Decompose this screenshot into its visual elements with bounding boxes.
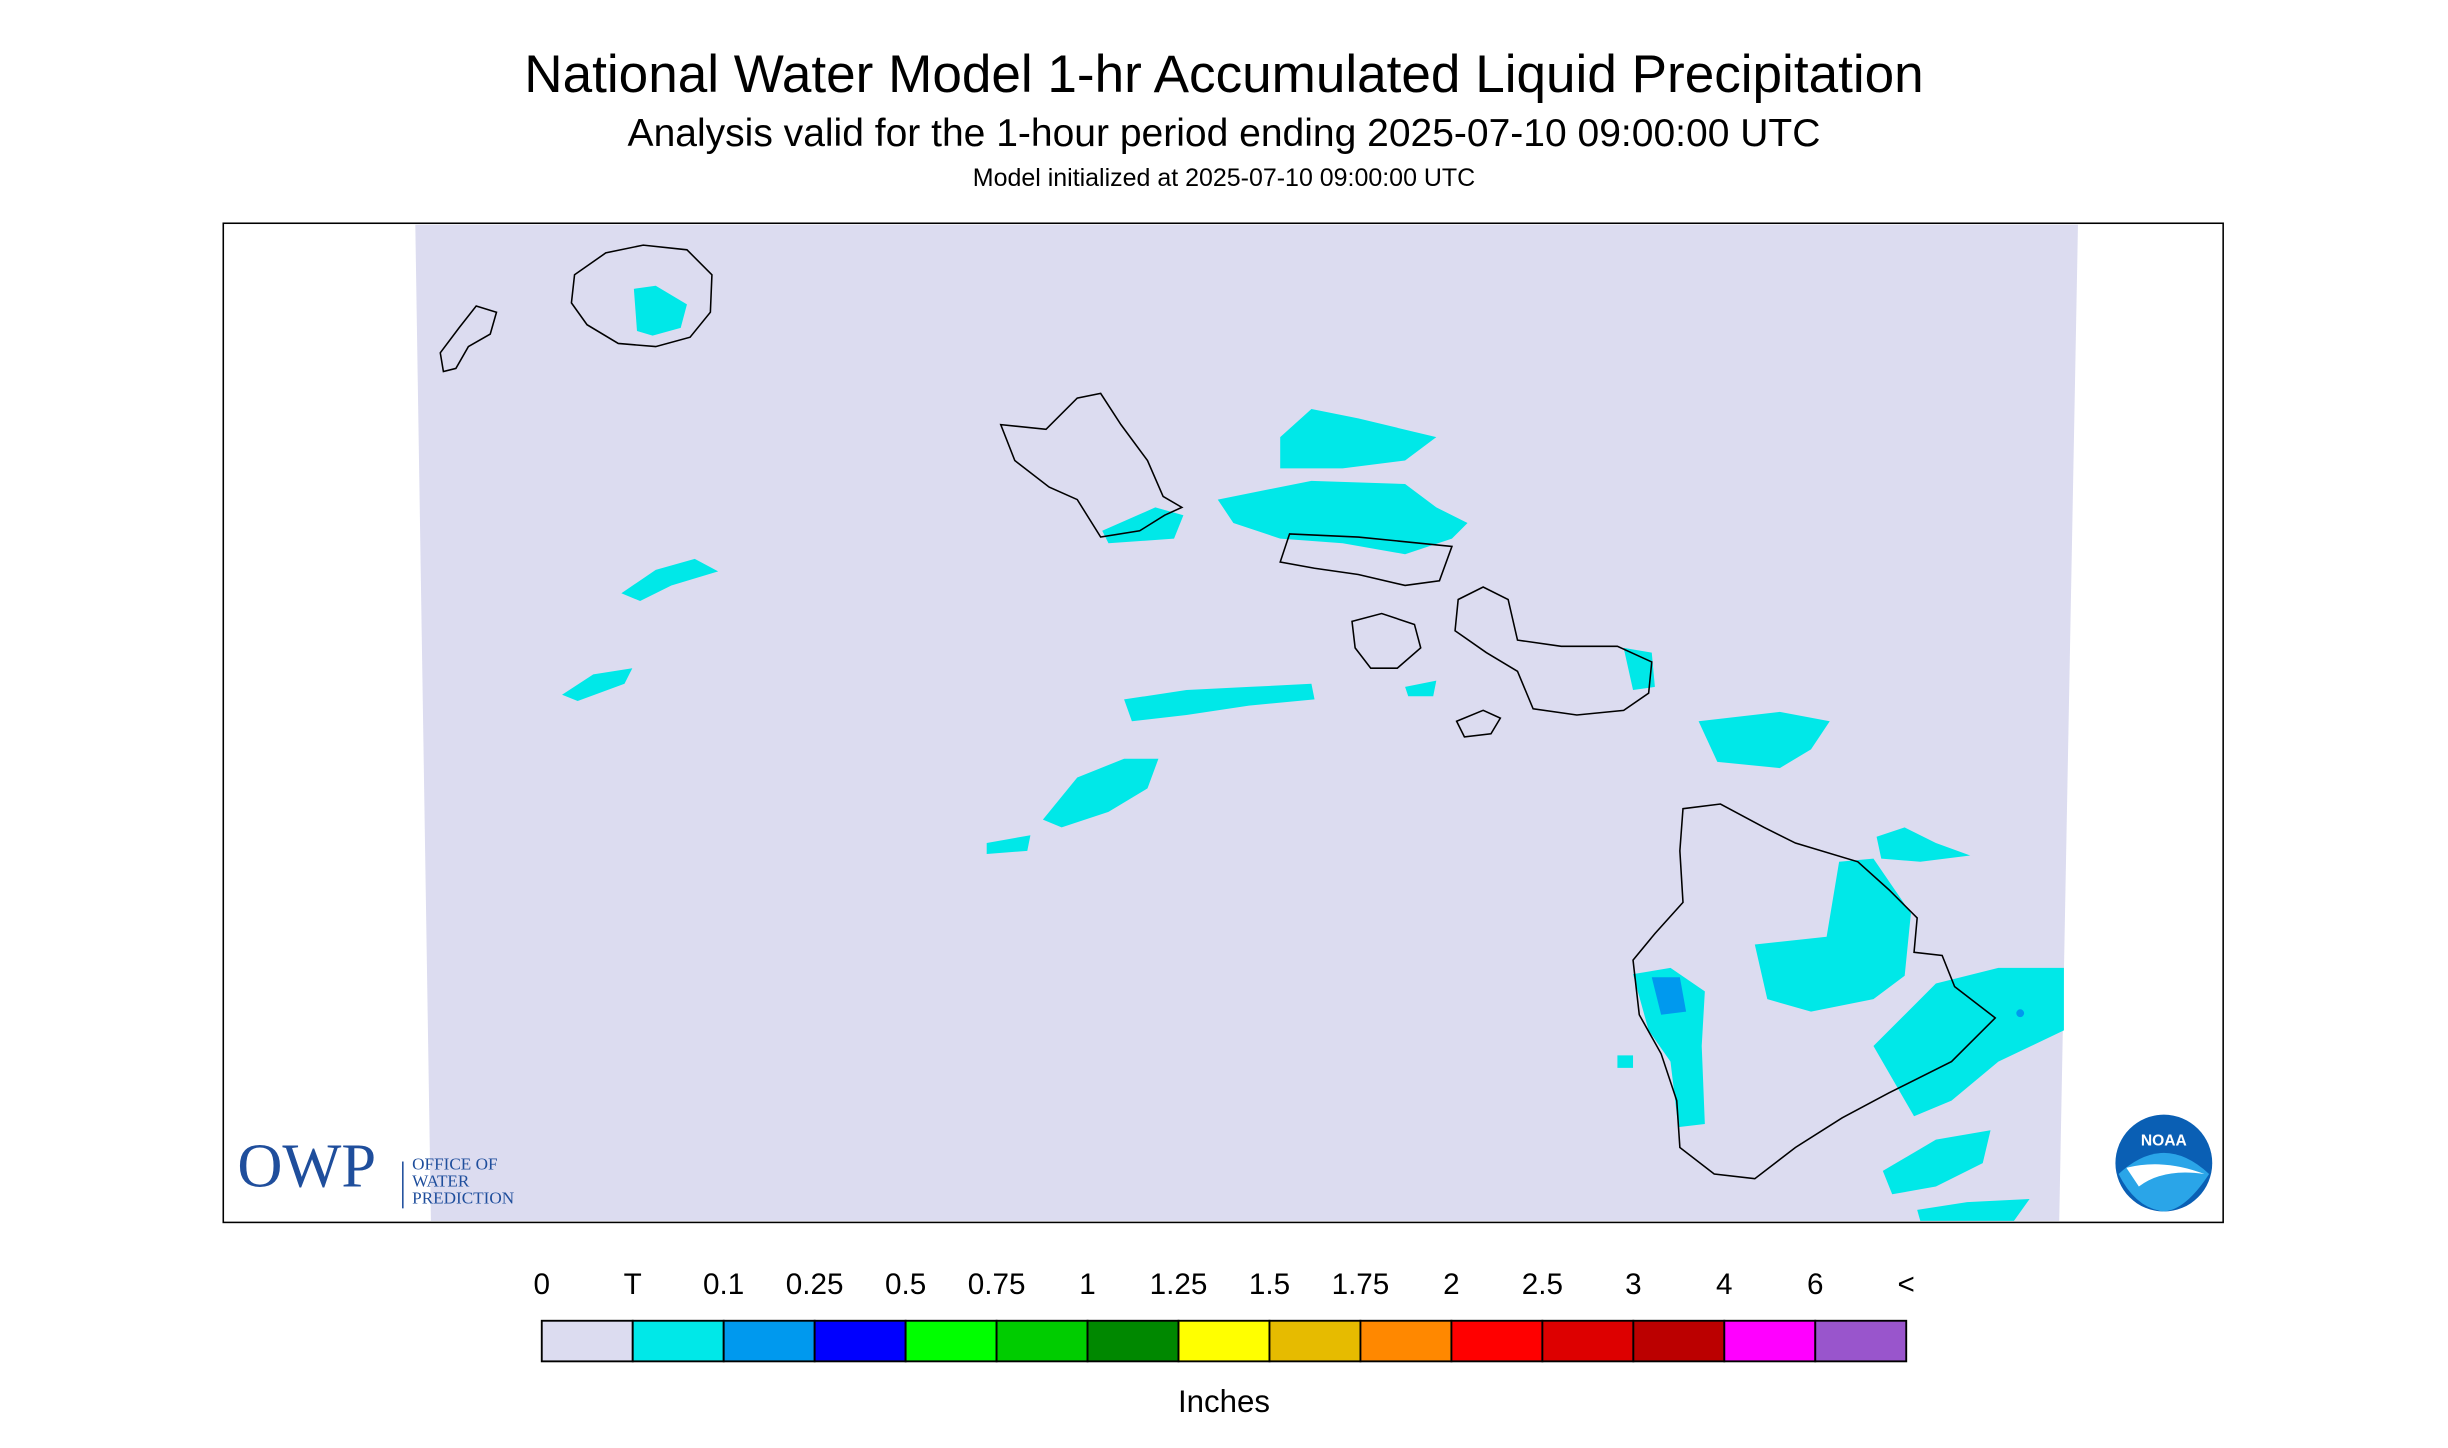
legend-swatch (1450, 1319, 1544, 1363)
precip-trace (1042, 758, 1159, 828)
precip-trace (633, 285, 687, 336)
legend-label: 1.5 (1249, 1268, 1290, 1301)
legend-label: 0.75 (968, 1268, 1026, 1301)
legend-unit: Inches (1178, 1384, 1270, 1419)
precip-trace (1882, 1130, 1991, 1195)
legend: 0 T 0.1 0.25 0.5 0.75 1 1.25 1.5 1.75 2 2.5 3 4 6 < Inch… (534, 1268, 1915, 1419)
legend-swatch (540, 1319, 634, 1363)
precip-trace (1917, 1198, 2030, 1221)
noaa-logo: NOAA (2115, 1114, 2213, 1212)
precip-trace (1405, 680, 1437, 697)
legend-swatch (1632, 1319, 1726, 1363)
maui (1454, 586, 1653, 716)
precip-trace (1280, 409, 1437, 469)
title: National Water Model 1-hr Accumulated Li… (524, 45, 1923, 104)
legend-label: 1.75 (1332, 1268, 1390, 1301)
legend-label: 6 (1807, 1268, 1824, 1301)
oahu (999, 392, 1184, 538)
legend-swatch (1177, 1319, 1271, 1363)
owp-line: WATER (412, 1172, 470, 1191)
init-time: Model initialized at 2025-07-10 09:00:00… (973, 164, 1475, 192)
legend-label: 2 (1443, 1268, 1460, 1301)
legend-label: 0.5 (885, 1268, 926, 1301)
noaa-gull (2126, 1164, 2205, 1187)
precip-0-1 (2016, 1009, 2025, 1018)
precip-trace (1124, 683, 1315, 722)
precip-trace (1217, 480, 1468, 555)
precip-0-1 (1651, 977, 1687, 1015)
molokai (1279, 533, 1454, 587)
owp-line: PREDICTION (412, 1189, 514, 1208)
legend-swatch (813, 1319, 907, 1363)
big-island (1632, 803, 1997, 1180)
legend-label: 0 (534, 1268, 551, 1301)
legend-label: 3 (1625, 1268, 1642, 1301)
legend-swatch (631, 1319, 725, 1363)
legend-label: 1 (1079, 1268, 1096, 1301)
legend-label: 2.5 (1522, 1268, 1563, 1301)
precip-trace (1623, 647, 1655, 691)
lanai (1351, 612, 1422, 669)
precip-trace (1633, 967, 1705, 1128)
legend-label: 1.25 (1150, 1268, 1208, 1301)
precip-trace (621, 558, 719, 602)
legend-swatch (1359, 1319, 1453, 1363)
legend-swatch (904, 1319, 998, 1363)
precip-trace (1876, 827, 1971, 862)
coastlines (439, 244, 1997, 1180)
subtitle: Analysis valid for the 1-hour period end… (628, 112, 1821, 155)
legend-swatch (1541, 1319, 1635, 1363)
legend-swatch (1723, 1319, 1817, 1363)
kahoolawe (1455, 709, 1502, 738)
legend-swatch (1268, 1319, 1362, 1363)
legend-swatch (1814, 1319, 1908, 1363)
owp-logo: OWP (237, 1131, 376, 1201)
precip-trace (1873, 967, 2064, 1117)
noaa-text: NOAA (2141, 1132, 2187, 1149)
precip-trace (1698, 711, 1830, 769)
precip-trace (562, 668, 633, 701)
kauai (570, 244, 713, 348)
niihau (439, 305, 498, 373)
map: OWP OFFICE OF WATER PREDICTION NOAA (222, 222, 2224, 1224)
legend-label: T (624, 1268, 642, 1301)
legend-label: 0.25 (786, 1268, 844, 1301)
legend-swatch (1086, 1319, 1180, 1363)
precip-trace (986, 835, 1031, 854)
legend-label: 0.1 (703, 1268, 744, 1301)
legend-swatch (722, 1319, 816, 1363)
legend-label: 4 (1716, 1268, 1733, 1301)
precip-trace (1617, 1055, 1634, 1068)
owp-line: OFFICE OF (412, 1154, 497, 1173)
legend-label: < (1898, 1268, 1915, 1301)
precip-areas (562, 285, 2064, 1221)
legend-swatch (995, 1319, 1089, 1363)
map-frame (222, 222, 2224, 1224)
precip-trace (1754, 858, 1911, 1012)
